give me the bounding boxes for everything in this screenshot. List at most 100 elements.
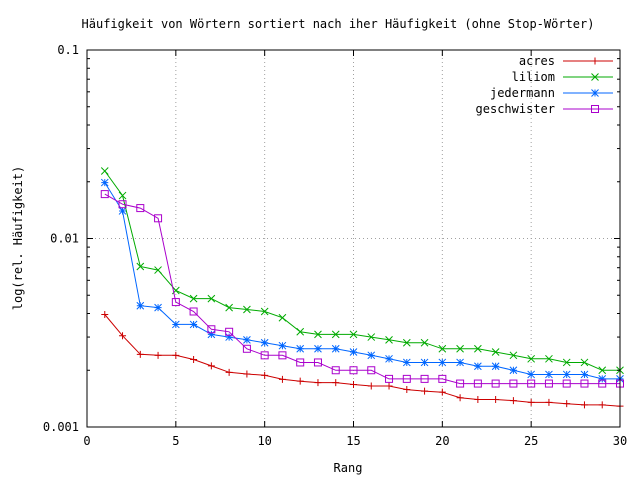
data-point-acres [545, 398, 553, 406]
data-point-liliom [474, 344, 482, 353]
data-point-jedermann [100, 178, 109, 187]
data-point-acres [527, 398, 535, 406]
data-point-liliom [438, 344, 447, 353]
data-point-acres [172, 351, 180, 359]
data-point-liliom [527, 354, 536, 363]
data-point-jedermann [598, 375, 607, 383]
data-point-jedermann [367, 351, 376, 360]
legend-item-liliom: liliom [512, 70, 613, 84]
legend-item-acres: acres [519, 54, 613, 68]
data-point-acres [225, 368, 233, 376]
legend: acres liliom jedermann geschwister [476, 54, 613, 116]
x-tick-label: 25 [524, 434, 538, 448]
data-point-geschwister [242, 344, 251, 353]
legend-item-geschwister: geschwister [476, 102, 613, 116]
data-point-acres [207, 362, 215, 370]
data-point-jedermann [171, 320, 180, 329]
data-point-geschwister [385, 374, 394, 383]
data-point-geschwister [154, 214, 163, 223]
data-point-geschwister [402, 374, 411, 383]
data-point-jedermann [136, 301, 145, 310]
data-point-jedermann [580, 370, 589, 379]
data-point-jedermann [402, 358, 411, 367]
data-point-liliom [331, 330, 340, 339]
series-line-geschwister [104, 193, 620, 385]
data-point-acres [385, 382, 393, 390]
data-point-acres [563, 400, 571, 408]
data-point-jedermann [385, 354, 393, 363]
data-point-geschwister [473, 379, 482, 388]
data-point-geschwister [207, 325, 216, 334]
data-point-liliom [545, 354, 553, 363]
data-point-acres [190, 356, 198, 364]
y-tick-label: 0.1 [57, 43, 79, 57]
data-point-jedermann [456, 358, 464, 367]
data-point-jedermann [278, 341, 287, 350]
data-point-acres [509, 397, 517, 405]
data-point-geschwister [509, 379, 518, 388]
data-point-geschwister [367, 366, 376, 375]
data-point-acres [119, 332, 127, 340]
data-point-jedermann [314, 344, 322, 353]
data-point-geschwister [136, 204, 145, 213]
x-tick-label: 5 [172, 434, 179, 448]
data-point-liliom [100, 167, 109, 175]
data-point-liliom [225, 303, 233, 312]
data-point-liliom [243, 305, 251, 314]
data-point-acres [580, 401, 588, 409]
data-point-acres [598, 401, 606, 409]
data-point-geschwister [296, 358, 305, 367]
data-point-geschwister [100, 190, 109, 199]
data-point-geschwister [562, 379, 571, 388]
x-axis-label: Rang [334, 461, 363, 475]
data-point-acres [332, 379, 340, 387]
data-point-liliom [402, 338, 411, 347]
data-point-geschwister [349, 366, 358, 375]
x-tick-label: 0 [83, 434, 90, 448]
x-tick-label: 30 [613, 434, 627, 448]
data-point-liliom [278, 313, 287, 322]
legend-marker-geschwister [591, 105, 599, 113]
data-point-acres [350, 381, 357, 389]
series-jedermann [100, 178, 624, 383]
data-point-acres [403, 386, 411, 394]
data-point-geschwister [491, 379, 500, 388]
data-point-liliom [207, 294, 216, 303]
data-point-geschwister [331, 366, 340, 375]
data-point-acres [492, 395, 500, 403]
data-point-liliom [491, 348, 500, 356]
data-point-jedermann [438, 358, 447, 367]
data-point-acres [314, 379, 322, 387]
data-point-liliom [598, 366, 607, 375]
data-point-jedermann [545, 370, 553, 379]
data-point-liliom [562, 358, 571, 367]
data-point-acres [101, 311, 109, 319]
legend-marker-acres [591, 57, 599, 65]
data-point-geschwister [171, 298, 180, 307]
data-point-jedermann [118, 207, 127, 215]
data-point-geschwister [544, 379, 553, 388]
data-point-acres [278, 375, 286, 383]
legend-label: acres [519, 54, 555, 68]
data-point-liliom [367, 333, 376, 341]
data-point-acres [261, 371, 269, 379]
legend-marker-liliom [591, 73, 599, 81]
data-point-liliom [509, 351, 518, 360]
chart-title: Häufigkeit von Wörtern sortiert nach ihe… [82, 17, 595, 31]
data-point-liliom [349, 330, 358, 339]
axis-ticks: 0 5 10 15 20 25 30 0.001 0.01 0.1 [43, 43, 627, 448]
data-point-geschwister [118, 200, 127, 209]
data-point-liliom [189, 294, 198, 303]
data-point-geschwister [260, 351, 269, 360]
data-point-liliom [314, 330, 322, 339]
x-tick-label: 20 [435, 434, 449, 448]
data-point-jedermann [225, 333, 233, 341]
data-point-geschwister [420, 374, 429, 383]
data-point-liliom [260, 307, 269, 316]
data-point-jedermann [154, 303, 162, 312]
legend-label: liliom [512, 70, 555, 84]
data-point-jedermann [527, 370, 536, 379]
data-point-jedermann [420, 358, 429, 367]
